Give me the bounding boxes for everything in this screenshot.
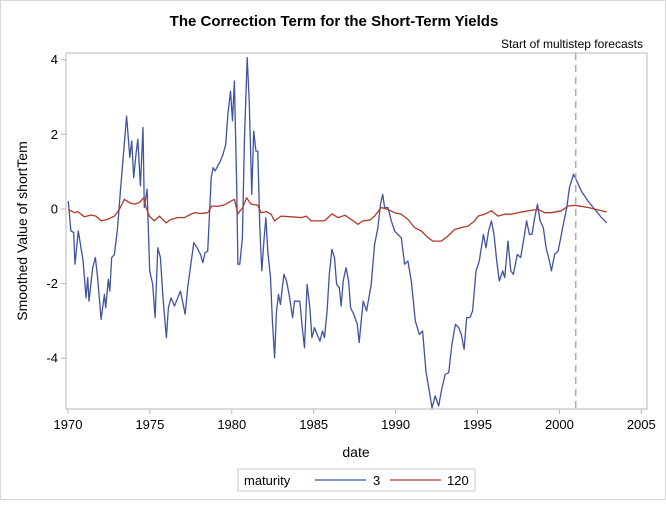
- legend-label-120: 120: [447, 473, 469, 488]
- series-line-3: [67, 56, 608, 409]
- x-tick-label: 1985: [299, 417, 328, 432]
- y-tick-label: 4: [51, 52, 58, 67]
- legend: maturity 3 120: [237, 468, 476, 492]
- forecast-start-label: Start of multistep forecasts: [501, 37, 643, 51]
- x-tick-label: 1970: [54, 417, 83, 432]
- series-line-120: [67, 197, 607, 242]
- x-tick-label: 1995: [463, 417, 492, 432]
- x-axis: 1970 1975 1980 1985 1990 1995 2000 2005: [54, 409, 656, 432]
- y-tick-label: -4: [46, 351, 58, 366]
- x-tick-label: 2005: [627, 417, 656, 432]
- series-lines: [67, 56, 608, 409]
- chart-title: The Correction Term for the Short-Term Y…: [170, 13, 499, 30]
- x-tick-label: 2000: [545, 417, 574, 432]
- x-tick-label: 1990: [381, 417, 410, 432]
- legend-title: maturity: [244, 473, 291, 488]
- x-tick-label: 1980: [217, 417, 246, 432]
- y-axis-label: Smoothed Value of shortTem: [14, 141, 30, 321]
- y-tick-label: 2: [51, 127, 58, 142]
- legend-label-3: 3: [373, 473, 380, 488]
- y-axis: 4 2 0 -2 -4: [46, 52, 66, 366]
- plot-frame: [65, 52, 648, 410]
- x-tick-label: 1975: [135, 417, 164, 432]
- y-tick-label: 0: [51, 201, 58, 216]
- x-axis-label: date: [342, 444, 369, 460]
- y-tick-label: -2: [46, 276, 58, 291]
